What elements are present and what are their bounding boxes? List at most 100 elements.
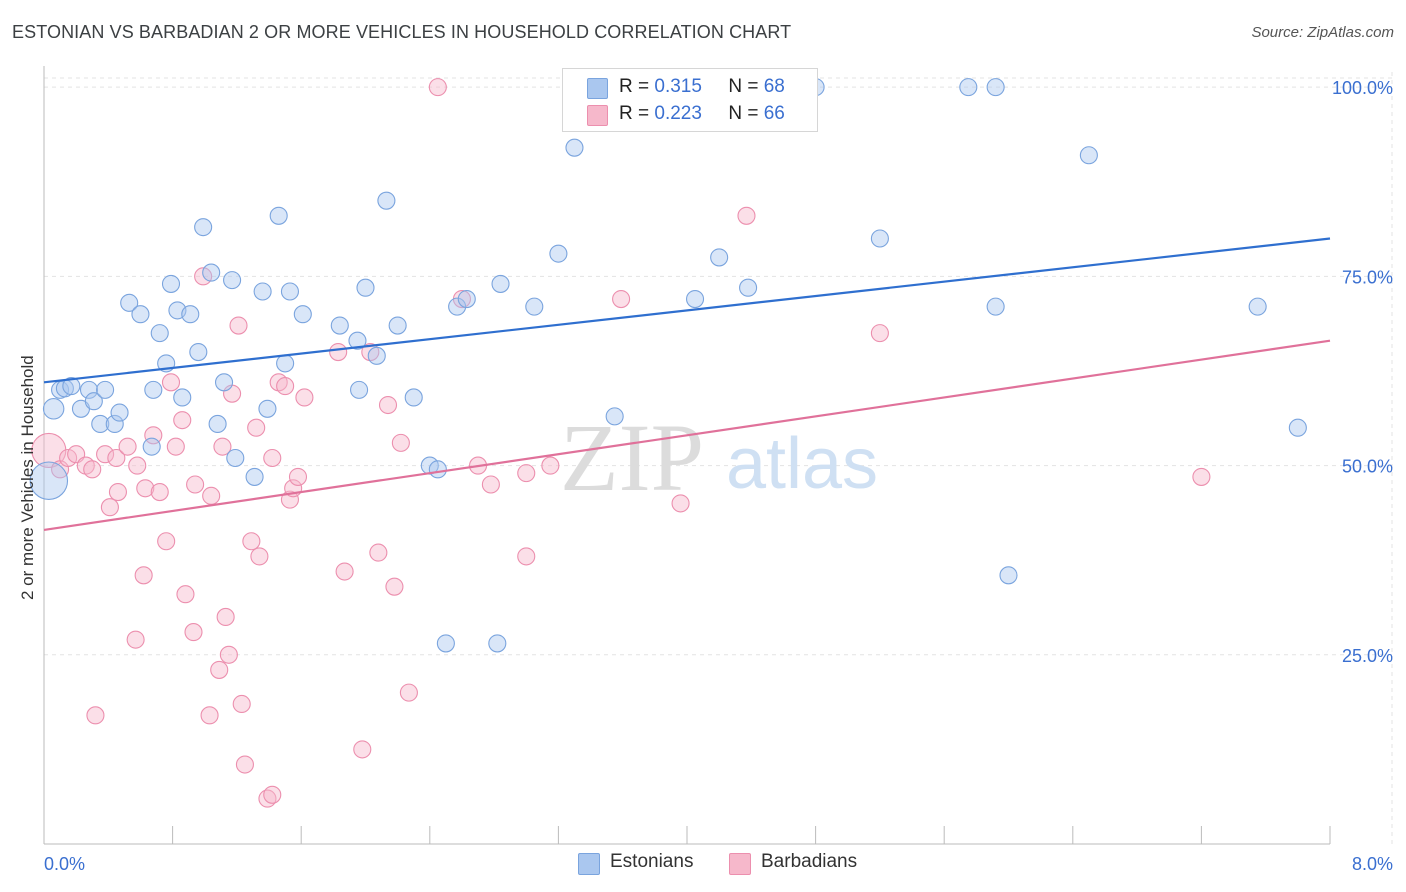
estonian-point xyxy=(253,282,272,301)
barbadian-point xyxy=(202,486,221,505)
estonian-point xyxy=(350,380,369,399)
estonian-point xyxy=(739,278,758,297)
estonian-point xyxy=(226,448,245,468)
estonian-point xyxy=(96,380,115,399)
barbadian-point xyxy=(126,630,145,649)
barbadian-point xyxy=(86,706,105,725)
estonian-point xyxy=(189,342,208,362)
barbadian-point xyxy=(200,706,219,725)
barbadian-point xyxy=(118,437,137,456)
estonian-point xyxy=(356,278,375,297)
barbadian-point xyxy=(517,547,536,566)
barbadian-point xyxy=(385,577,404,596)
estonian-point xyxy=(1079,146,1098,165)
y-tick-label: 75.0% xyxy=(1342,267,1393,287)
barbadian-point xyxy=(229,316,248,335)
estonians-legend-swatch xyxy=(578,853,600,875)
estonian-point xyxy=(491,274,510,293)
barbadian-point xyxy=(157,532,176,551)
estonian-point xyxy=(245,467,264,486)
barbadian-point xyxy=(96,445,115,464)
estonian-point xyxy=(348,331,367,350)
barbadian-point xyxy=(378,395,398,415)
axes xyxy=(43,66,1331,845)
legend-n-value: 66 xyxy=(763,103,785,124)
estonian-point xyxy=(62,377,81,396)
watermark-atlas: atlas xyxy=(726,424,878,504)
barbadians-swatch xyxy=(587,105,608,126)
barbadian-point xyxy=(263,785,282,804)
estonian-point xyxy=(870,229,889,248)
barbadian-point xyxy=(369,543,388,562)
estonian-point xyxy=(605,407,624,426)
barbadian-point xyxy=(428,78,447,97)
chart-title: ESTONIAN VS BARBADIAN 2 OR MORE VEHICLES… xyxy=(12,22,792,42)
barbadian-point xyxy=(184,623,203,642)
estonian-point xyxy=(999,566,1018,585)
estonian-point xyxy=(280,282,299,301)
estonian-point xyxy=(214,373,234,392)
correlation-legend: R = 0.315 N = 68 R = 0.223 N = 66 xyxy=(562,68,818,132)
estonian-point xyxy=(142,437,161,456)
trend-lines xyxy=(43,237,1331,531)
barbadian-point xyxy=(235,755,254,774)
barbadian-point xyxy=(612,290,631,309)
barbadian-point xyxy=(391,433,410,452)
barbadian-point xyxy=(136,479,155,498)
barbadian-point xyxy=(216,607,235,626)
estonian-point xyxy=(525,297,544,316)
estonian-point xyxy=(565,138,584,157)
estonian-point xyxy=(959,78,978,97)
barbadian-point xyxy=(31,432,67,468)
estonian-point xyxy=(258,399,277,418)
estonian-point xyxy=(388,316,407,335)
estonian-point xyxy=(1288,418,1307,437)
barbadian-point xyxy=(335,562,354,581)
barbadian-point xyxy=(232,694,251,714)
estonian-point xyxy=(79,380,99,399)
estonians-points xyxy=(29,78,1307,653)
barbadian-point xyxy=(213,437,232,456)
barbadian-point xyxy=(288,467,308,486)
y-tick-label: 50.0% xyxy=(1342,457,1393,477)
legend-r-label: R = xyxy=(619,76,650,97)
tick-labels: 25.0% 50.0% 75.0% 100.0% 0.0% 8.0% xyxy=(44,78,1393,874)
barbadian-point xyxy=(250,547,269,566)
barbadians-trend-line xyxy=(43,339,1331,531)
estonian-point xyxy=(150,324,169,343)
estonian-point xyxy=(685,290,705,309)
source-label: Source: ZipAtlas.com xyxy=(1251,24,1394,41)
legend-label-barbadians: Barbadians xyxy=(761,851,858,872)
estonian-point xyxy=(173,388,192,407)
estonian-point xyxy=(110,403,129,422)
barbadian-point xyxy=(186,475,205,494)
legend-r-value: 0.223 xyxy=(654,103,702,124)
estonian-point xyxy=(1248,297,1267,316)
estonian-point xyxy=(293,305,312,324)
estonian-point xyxy=(986,297,1005,316)
barbadian-point xyxy=(134,566,153,585)
barbadian-point xyxy=(219,645,238,664)
estonian-point xyxy=(208,414,227,433)
barbadian-point xyxy=(173,411,192,430)
estonian-point xyxy=(181,305,200,324)
x-tick-label-min: 0.0% xyxy=(44,854,85,874)
barbadian-point xyxy=(737,206,756,225)
estonian-point xyxy=(269,206,288,225)
estonians-trend-line xyxy=(43,237,1331,384)
estonian-point xyxy=(404,388,423,407)
legend-n-label: N = xyxy=(728,103,759,124)
barbadian-point xyxy=(329,342,348,362)
barbadian-point xyxy=(166,437,185,456)
barbadian-point xyxy=(144,426,163,445)
estonian-point xyxy=(457,290,476,309)
grid-lines xyxy=(44,72,1393,844)
estonian-point xyxy=(131,305,150,324)
barbadian-point xyxy=(107,448,126,468)
barbadian-point xyxy=(247,418,266,437)
estonian-point xyxy=(986,78,1005,97)
barbadian-point xyxy=(295,388,314,407)
estonian-point xyxy=(120,293,139,312)
estonian-point xyxy=(448,297,467,316)
y-axis-label: 2 or more Vehicles in Household xyxy=(18,355,37,600)
